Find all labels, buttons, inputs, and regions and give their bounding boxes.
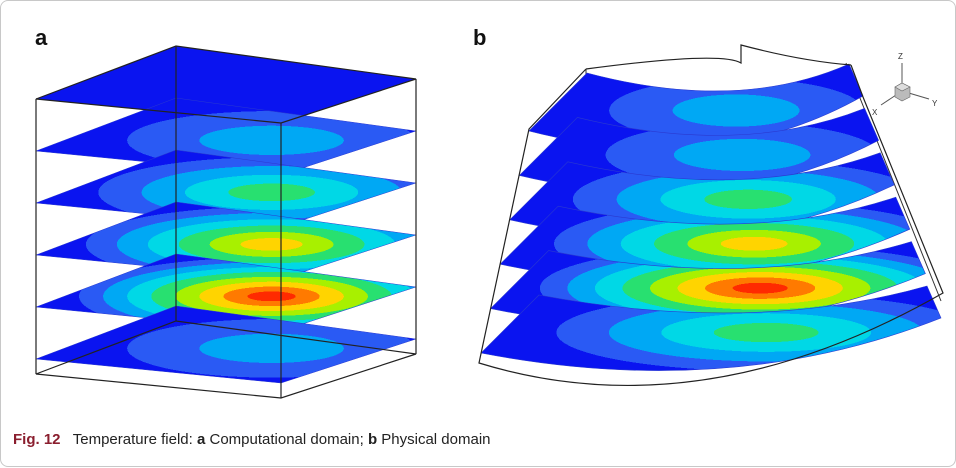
panel-a — [35, 45, 417, 399]
box-edge — [478, 44, 944, 386]
panel-label: a — [35, 25, 48, 50]
axis-label: Z — [898, 52, 903, 61]
axis-label: X — [872, 108, 878, 117]
caption-text: Physical domain — [381, 431, 491, 448]
axis-label: Y — [932, 99, 938, 108]
figure-number: Fig. 12 — [13, 431, 61, 448]
axis-triad: Z X Y — [872, 52, 938, 117]
temperature-slice — [480, 285, 942, 371]
panel-b — [478, 44, 944, 386]
panel-label: b — [473, 25, 486, 50]
caption-text: Computational domain; — [209, 431, 364, 448]
caption: Fig. 12 Temperature field: a Computation… — [13, 431, 491, 448]
caption-part-label: a — [196, 431, 206, 448]
caption-text: Temperature field: — [72, 431, 193, 448]
temperature-slice — [35, 305, 417, 384]
caption-part-label: b — [367, 431, 378, 448]
